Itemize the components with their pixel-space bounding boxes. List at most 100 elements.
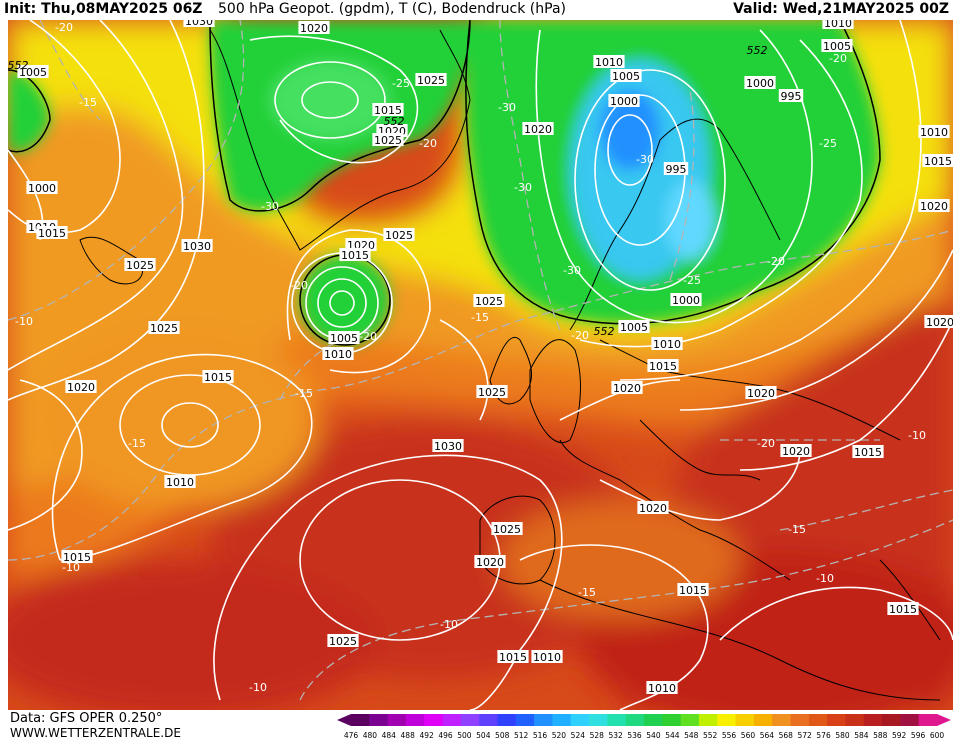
isobar-label: 1015 [36, 226, 68, 240]
isobar-label-text: 1010 [653, 338, 681, 351]
isobar-label-box [372, 133, 404, 146]
isobar-label-text: 1020 [476, 556, 504, 569]
valid-time: Valid: Wed,21MAY2025 00Z [733, 1, 949, 17]
temperature-contours [8, 20, 953, 701]
isobar-label: 1010 [164, 475, 196, 489]
temperature-label-text: -25 [819, 137, 837, 150]
color-scale-legend: 476 480 484 488 492 496 500 504 508 512 516 520 524 5… [337, 714, 951, 740]
isobar-label-box [608, 94, 640, 107]
isobar-label-box [618, 320, 650, 333]
isobar-label-box [593, 55, 625, 68]
isobar-label-text: 995 [666, 163, 687, 176]
isobar-label-text: 1020 [782, 445, 810, 458]
temperature-label-text: -20 [419, 137, 437, 150]
isobar-label-text: 1000 [672, 294, 700, 307]
temperature-label-text: -30 [636, 153, 654, 166]
scale-swatch [625, 714, 645, 726]
isobar-label-box [778, 89, 804, 102]
isobar-label-box [61, 550, 93, 563]
isobar-label-text: 1015 [649, 360, 677, 373]
isobar-label-text: 995 [781, 90, 802, 103]
website-credit: WWW.WETTERZENTRALE.DE [10, 726, 181, 740]
isobar-label-box [124, 258, 156, 271]
temperature-label: -30 [514, 181, 532, 194]
temperature-label-text: -10 [249, 681, 267, 694]
isobar-label-text: 1020 [300, 22, 328, 35]
scale-tick-label: 536 [627, 731, 642, 740]
scale-swatch [369, 714, 389, 726]
scale-right-arrow [937, 714, 951, 726]
height-labels: 552 552 552 552 [8, 44, 768, 338]
isobar-label: 1020 [780, 444, 812, 458]
temperature-label-text: -10 [440, 618, 458, 631]
isobar-label-box [663, 162, 689, 175]
isobar-label: 1010 [322, 347, 354, 361]
isobar-label: 1030 [181, 239, 213, 253]
isobar-label-text: 1020 [67, 381, 95, 394]
scale-tick-label: 540 [646, 731, 661, 740]
isobar-label-box [852, 445, 884, 458]
scale-tick-label: 520 [552, 731, 567, 740]
temperature-label: -10 [816, 572, 834, 585]
temperature-label-text: -15 [788, 523, 806, 536]
isobar-label: 1015 [497, 650, 529, 664]
scale-swatch [698, 714, 718, 726]
temperature-label-text: -10 [15, 315, 33, 328]
isobar-label-text: 1005 [823, 40, 851, 53]
scale-swatch [900, 714, 920, 726]
isobar-label-text: 1030 [185, 20, 213, 28]
isobar-label-box [610, 69, 642, 82]
isobar-label: 1015 [202, 370, 234, 384]
temperature-label-text: -15 [128, 437, 146, 450]
isobar-label-box [887, 602, 919, 615]
isobar-label-box [651, 337, 683, 350]
isobar-label-text: 1025 [417, 74, 445, 87]
scale-tick-label: 492 [419, 731, 434, 740]
scale-tick-label: 516 [533, 731, 548, 740]
iceland-pocket [8, 70, 50, 152]
isobar-label-box [922, 154, 953, 167]
isobar-label: 1010 [646, 681, 678, 695]
isobar-label: 1030 [432, 439, 464, 453]
scale-swatch [497, 714, 517, 726]
isobar-label-text: 1005 [620, 321, 648, 334]
isobar-label: 1020 [474, 555, 506, 569]
isobar-label-box [415, 73, 447, 86]
temperature-label: -10 [908, 429, 926, 442]
isobar-label: 1015 [339, 248, 371, 262]
scale-tick-label: 496 [438, 731, 453, 740]
isobar-label-text: 1030 [434, 440, 462, 453]
isobar-label-box [181, 239, 213, 252]
isobar-label-box [474, 555, 506, 568]
isobar-label-text: 1015 [204, 371, 232, 384]
scale-swatch [753, 714, 773, 726]
isobar-label: 1020 [298, 21, 330, 35]
isobar-label-box [677, 583, 709, 596]
temperature-label: -25 [392, 77, 410, 90]
scale-swatch [442, 714, 462, 726]
isobar-label-text: 1015 [499, 651, 527, 664]
isobar-label-text: 1010 [920, 126, 948, 139]
isobar-label: 1000 [608, 94, 640, 108]
temperature-label-text: -30 [261, 200, 279, 213]
temperature-label-text: -25 [683, 274, 701, 287]
scale-swatch [589, 714, 608, 726]
isobar-label-box [647, 359, 679, 372]
scale-tick-label: 576 [816, 731, 831, 740]
isobar-label-text: 1020 [926, 316, 953, 329]
scale-tick-label: 592 [892, 731, 907, 740]
isobar-label: 1025 [476, 385, 508, 399]
isobar-label-box [646, 681, 678, 694]
isobar-label: 1015 [372, 103, 404, 117]
isobar-label-box [744, 76, 776, 89]
isobar-label: 1005 [328, 331, 360, 345]
isobar-label-text: 1015 [341, 249, 369, 262]
scale-swatch [717, 714, 737, 726]
temperature-label: -30 [636, 153, 654, 166]
scale-swatch [460, 714, 480, 726]
isobar-label-box [26, 181, 58, 194]
temperature-label-text: -20 [829, 52, 847, 65]
scale-tick-label: 528 [590, 731, 605, 740]
temperature-label-text: -20 [757, 437, 775, 450]
scale-tick-label: 568 [779, 731, 794, 740]
